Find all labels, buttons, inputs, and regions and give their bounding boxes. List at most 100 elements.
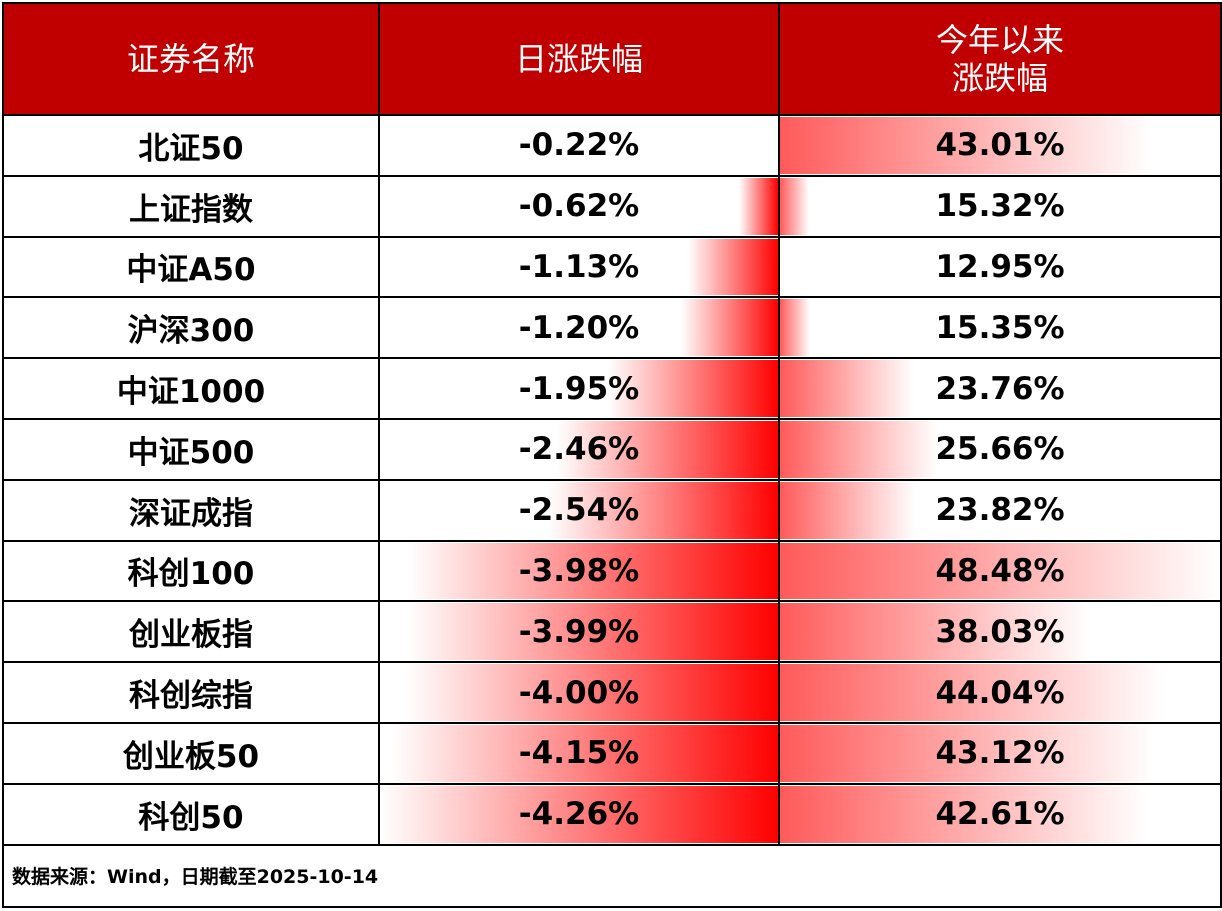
value-cell: -1.13% bbox=[378, 235, 780, 299]
value-cell: 15.35% bbox=[778, 296, 1222, 360]
cell-text: 中证1000 bbox=[116, 374, 266, 411]
value-cell: -2.46% bbox=[378, 417, 780, 481]
name-cell: 沪深300 bbox=[2, 296, 380, 360]
header-row: 证券名称 日涨跌幅 今年以来 涨跌幅 bbox=[2, 2, 1222, 116]
cell-text: 北证50 bbox=[138, 130, 244, 167]
cell-text: 23.82% bbox=[935, 492, 1065, 529]
data-bar bbox=[405, 664, 777, 721]
data-bar bbox=[738, 177, 777, 235]
data-bar bbox=[781, 177, 810, 235]
data-bar bbox=[781, 785, 1148, 843]
name-cell: 创业板50 bbox=[2, 721, 380, 785]
cell-text: -2.54% bbox=[518, 492, 640, 529]
cell-text: 23.76% bbox=[935, 370, 1065, 407]
value-cell: -4.26% bbox=[378, 782, 780, 846]
name-cell: 科创50 bbox=[2, 782, 380, 846]
data-bar bbox=[781, 299, 810, 357]
value-cell: 12.95% bbox=[778, 235, 1222, 299]
cell-text: -4.00% bbox=[518, 674, 640, 711]
data-bar bbox=[381, 785, 777, 843]
name-cell: 北证50 bbox=[2, 114, 380, 177]
cell-text: 48.48% bbox=[935, 552, 1065, 589]
cell-text: 43.01% bbox=[935, 127, 1065, 164]
data-bar bbox=[390, 724, 777, 782]
value-cell: -3.99% bbox=[378, 600, 780, 664]
table-row: 科创综指 -4.00% 44.04% bbox=[2, 661, 1222, 724]
value-cell: -4.00% bbox=[378, 661, 780, 724]
data-bar bbox=[781, 420, 938, 478]
value-cell: 43.12% bbox=[778, 721, 1222, 785]
data-bar bbox=[781, 664, 1165, 721]
value-cell: 25.66% bbox=[778, 417, 1222, 481]
data-bar bbox=[557, 420, 777, 478]
cell-text: -4.26% bbox=[518, 796, 640, 833]
cell-text: 深证成指 bbox=[129, 495, 253, 532]
header-cell: 今年以来 涨跌幅 bbox=[778, 2, 1222, 116]
name-cell: 中证A50 bbox=[2, 235, 380, 299]
cell-text: 科创100 bbox=[127, 556, 255, 593]
table-row: 科创50 -4.26% 42.61% bbox=[2, 782, 1222, 846]
cell-text: -1.13% bbox=[518, 248, 640, 285]
table-row: 科创100 -3.98% 48.48% bbox=[2, 539, 1222, 603]
cell-text: -4.15% bbox=[518, 735, 640, 772]
value-cell: 42.61% bbox=[778, 782, 1222, 846]
name-cell: 创业板指 bbox=[2, 600, 380, 664]
data-bar bbox=[781, 117, 1153, 174]
cell-text: 创业板指 bbox=[129, 617, 253, 654]
cell-text: 沪深300 bbox=[127, 313, 255, 350]
table-row: 创业板指 -3.99% 38.03% bbox=[2, 600, 1222, 664]
table-row: 深证成指 -2.54% 23.82% bbox=[2, 478, 1222, 542]
name-cell: 中证1000 bbox=[2, 357, 380, 420]
cell-text: 42.61% bbox=[935, 796, 1065, 833]
value-cell: -3.98% bbox=[378, 539, 780, 603]
name-cell: 科创综指 bbox=[2, 661, 380, 724]
value-cell: -4.15% bbox=[378, 721, 780, 785]
name-cell: 科创100 bbox=[2, 539, 380, 603]
cell-text: 15.35% bbox=[935, 309, 1065, 346]
value-cell: -1.95% bbox=[378, 357, 780, 420]
table-row: 中证500 -2.46% 25.66% bbox=[2, 417, 1222, 481]
cell-text: 中证500 bbox=[127, 434, 255, 471]
table-row: 中证1000 -1.95% 23.76% bbox=[2, 357, 1222, 420]
cell-text: 12.95% bbox=[935, 248, 1065, 285]
cell-text: 中证A50 bbox=[126, 252, 256, 289]
value-cell: 23.82% bbox=[778, 478, 1222, 542]
value-cell: 48.48% bbox=[778, 539, 1222, 603]
cell-text: -0.22% bbox=[518, 127, 640, 164]
name-cell: 中证500 bbox=[2, 417, 380, 481]
data-bar bbox=[406, 603, 777, 661]
cell-text: 上证指数 bbox=[129, 191, 253, 228]
table-row: 上证指数 -0.62% 15.32% bbox=[2, 174, 1222, 238]
value-cell: 43.01% bbox=[778, 114, 1222, 177]
value-cell: -1.20% bbox=[378, 296, 780, 360]
data-bar bbox=[607, 360, 777, 417]
cell-text: 43.12% bbox=[935, 735, 1065, 772]
value-cell: 44.04% bbox=[778, 661, 1222, 724]
cell-text: -0.62% bbox=[518, 188, 640, 225]
cell-text: 38.03% bbox=[935, 613, 1065, 650]
cell-text: 科创50 bbox=[138, 799, 244, 836]
value-cell: -0.62% bbox=[378, 174, 780, 238]
data-bar bbox=[781, 481, 915, 539]
table-row: 中证A50 -1.13% 12.95% bbox=[2, 235, 1222, 299]
cell-text: 科创综指 bbox=[129, 678, 253, 715]
cell-text: -1.95% bbox=[518, 370, 640, 407]
data-bar bbox=[688, 238, 777, 296]
cell-text: -3.99% bbox=[518, 613, 640, 650]
table-row: 沪深300 -1.20% 15.35% bbox=[2, 296, 1222, 360]
data-bar bbox=[549, 481, 777, 539]
header-cell: 证券名称 bbox=[2, 2, 380, 116]
cell-text: 15.32% bbox=[935, 188, 1065, 225]
cell-text: 44.04% bbox=[935, 674, 1065, 711]
data-bar bbox=[781, 603, 1091, 661]
header-cell: 日涨跌幅 bbox=[378, 2, 780, 116]
table-row: 创业板50 -4.15% 43.12% bbox=[2, 721, 1222, 785]
data-bar bbox=[781, 724, 1154, 782]
name-cell: 深证成指 bbox=[2, 478, 380, 542]
value-cell: 23.76% bbox=[778, 357, 1222, 420]
value-cell: -0.22% bbox=[378, 114, 780, 177]
value-cell: -2.54% bbox=[378, 478, 780, 542]
data-bar bbox=[781, 542, 1219, 600]
cell-text: -1.20% bbox=[518, 309, 640, 346]
